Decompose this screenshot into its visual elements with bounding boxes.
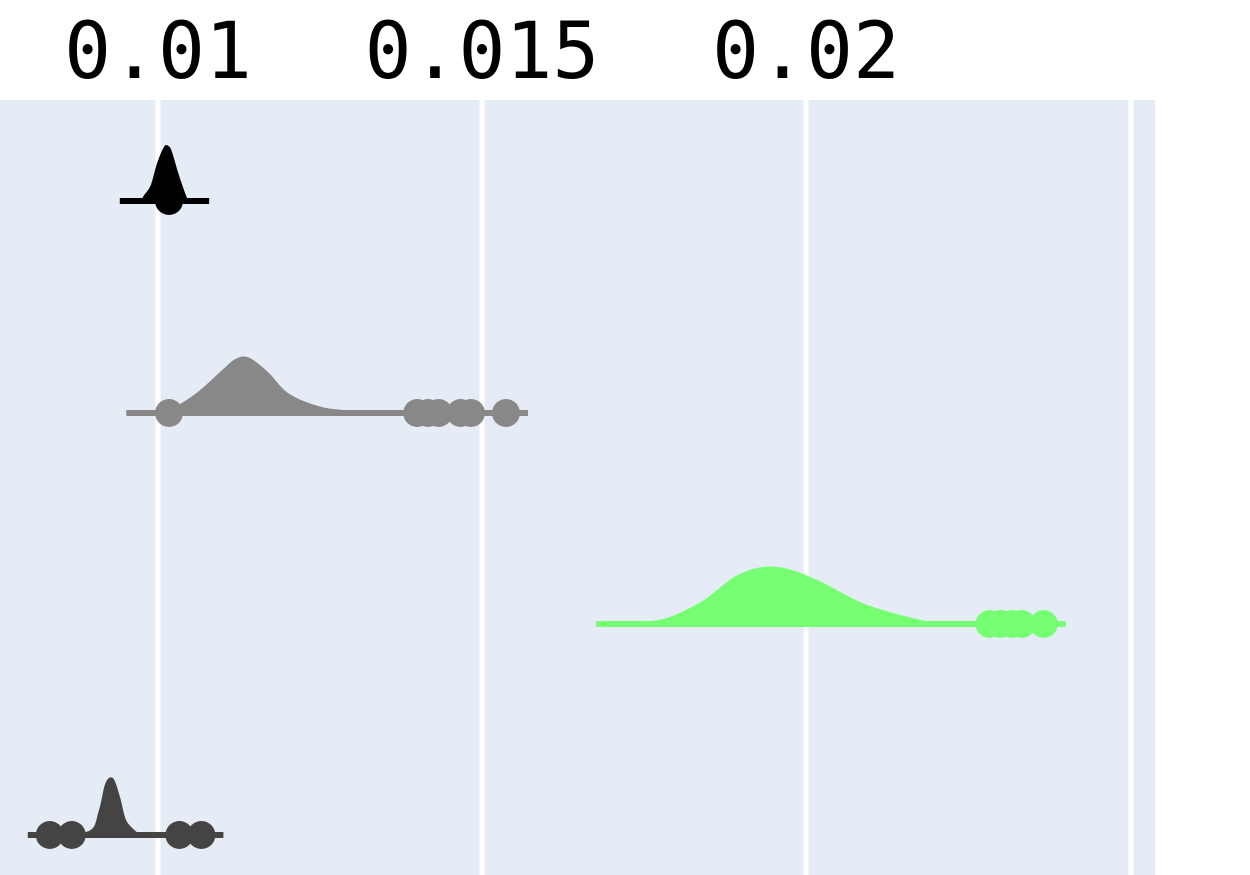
data-point — [187, 821, 216, 849]
x-tick-label: 0.02 — [712, 7, 900, 97]
violin-series — [27, 777, 224, 849]
data-point — [1007, 610, 1036, 638]
data-point — [165, 821, 194, 849]
x-tick-labels: 0.01 0.015 0.02 — [64, 7, 900, 97]
violin-series — [126, 356, 528, 427]
violin-shape — [140, 144, 189, 202]
data-point — [424, 399, 453, 427]
violin-shape — [148, 356, 389, 414]
data-point — [155, 399, 184, 427]
violin-shape — [54, 777, 141, 836]
data-point — [155, 187, 184, 215]
violin-series — [596, 566, 1066, 638]
x-tick-label: 0.01 — [64, 7, 252, 97]
data-point — [57, 821, 86, 849]
data-point — [491, 399, 520, 427]
x-tick-label: 0.015 — [365, 7, 600, 97]
violins — [27, 144, 1066, 849]
data-point — [35, 821, 64, 849]
data-point — [1029, 610, 1058, 638]
plot-area — [0, 100, 1155, 875]
violin-series — [119, 144, 210, 215]
data-point — [456, 399, 485, 427]
violin-shape — [617, 566, 943, 625]
gridlines — [155, 100, 1134, 875]
